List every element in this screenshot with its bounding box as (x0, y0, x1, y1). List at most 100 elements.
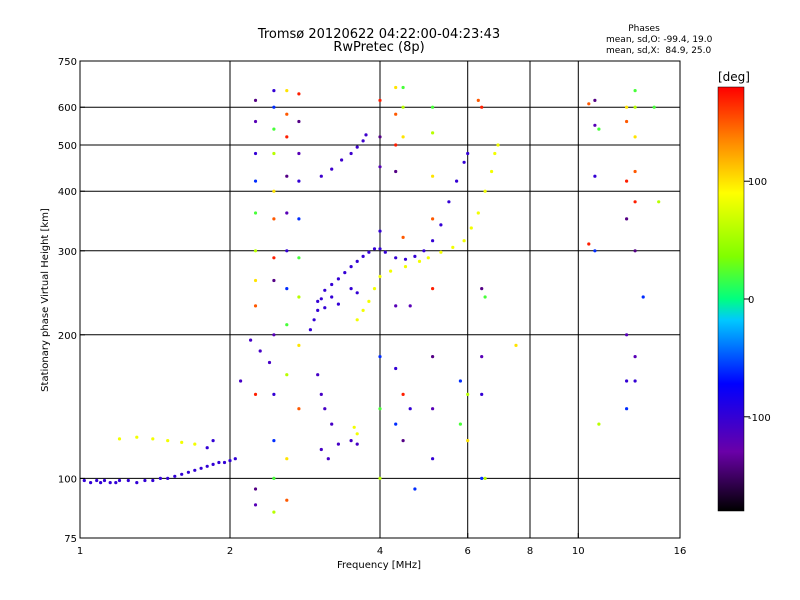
echo-point (297, 119, 301, 124)
echo-point (319, 392, 323, 396)
echo-point (633, 379, 637, 383)
echo-point (422, 249, 426, 253)
echo-point (272, 256, 276, 260)
x-tick-label: 1 (77, 546, 83, 557)
echo-point (285, 211, 289, 215)
echo-point (312, 318, 316, 322)
echo-point (285, 457, 289, 461)
echo-point (378, 355, 382, 359)
echo-point (401, 439, 405, 443)
echo-point (633, 200, 637, 204)
echo-point (297, 295, 301, 299)
echo-point (258, 349, 262, 353)
echo-point (249, 338, 253, 342)
echo-point (297, 92, 301, 96)
echo-point (480, 392, 484, 396)
colorbar-tick-label: 100 (748, 177, 767, 188)
echo-point (431, 457, 435, 461)
echo-point (587, 242, 591, 246)
echo-point (657, 200, 661, 204)
echo-point (272, 127, 276, 131)
echo-point (151, 437, 155, 441)
echo-point (193, 468, 197, 472)
echo-point (633, 249, 637, 253)
echo-point (316, 373, 320, 377)
echo-point (355, 259, 359, 263)
echo-point (253, 278, 258, 283)
echo-point (272, 439, 276, 443)
echo-point (253, 211, 258, 215)
echo-point (253, 98, 258, 102)
echo-point (483, 295, 487, 299)
echo-point (253, 304, 258, 308)
axis-ticks: 1 2 4 6 8 10 16 75 100 200 300 400 500 600 750 (58, 57, 686, 557)
echo-point (102, 478, 107, 483)
echo-point (297, 407, 301, 411)
y-tick-label: 400 (58, 187, 77, 198)
echo-point (383, 250, 387, 254)
echo-point (173, 474, 177, 478)
y-tick-label: 200 (58, 331, 77, 342)
y-tick-label: 600 (58, 103, 77, 114)
echo-point (364, 133, 368, 137)
echo-point (95, 478, 99, 483)
echo-point (253, 503, 258, 507)
echo-point (431, 174, 435, 178)
echo-point (394, 366, 398, 371)
echo-point (355, 432, 359, 436)
echo-point (297, 151, 301, 156)
echo-point (108, 481, 112, 485)
chart-title: Tromsø 20120622 04:22:00-04:23:43 (257, 27, 500, 42)
echo-point (272, 89, 276, 93)
echo-point (352, 425, 356, 429)
echo-point (114, 481, 118, 485)
echo-point (361, 254, 365, 258)
echo-point (431, 131, 435, 135)
echo-point (431, 287, 435, 291)
echo-point (193, 442, 197, 446)
y-tick-label: 300 (58, 247, 77, 258)
data-points (82, 85, 661, 514)
echo-point (514, 343, 518, 347)
echo-point (233, 457, 237, 461)
echo-point (355, 145, 359, 149)
echo-point (378, 165, 382, 169)
echo-point (466, 392, 470, 396)
chart-subtitle: RwPretec (8p) (333, 40, 424, 55)
echo-point (431, 355, 435, 359)
echo-point (355, 442, 359, 446)
echo-point (483, 476, 487, 480)
echo-point (378, 274, 382, 279)
echo-point (372, 247, 377, 251)
echo-point (417, 259, 422, 263)
echo-point (447, 200, 451, 204)
echo-point (625, 179, 629, 183)
echo-point (180, 472, 184, 476)
echo-point (143, 478, 147, 483)
echo-point (466, 439, 470, 443)
echo-point (633, 135, 637, 139)
echo-point (466, 151, 470, 156)
y-tick-label: 750 (58, 57, 77, 68)
echo-point (469, 226, 473, 230)
x-tick-label: 8 (527, 546, 533, 557)
echo-point (355, 318, 359, 322)
echo-point (117, 478, 122, 483)
echo-point (394, 143, 398, 147)
echo-point (135, 481, 139, 485)
echo-point (367, 299, 371, 303)
echo-point (253, 179, 258, 183)
echo-point (297, 343, 301, 347)
echo-point (330, 295, 334, 299)
echo-point (597, 422, 601, 426)
echo-point (378, 98, 382, 102)
echo-point (401, 235, 405, 239)
echo-point (272, 510, 276, 514)
echo-point (593, 249, 597, 253)
echo-point (625, 119, 629, 124)
echo-point (408, 407, 412, 411)
echo-point (222, 460, 227, 465)
echo-point (349, 439, 353, 443)
echo-point (361, 308, 365, 312)
